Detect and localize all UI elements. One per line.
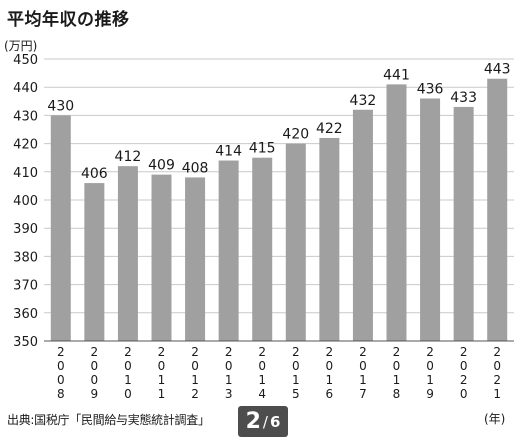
y-tick-label: 380 (13, 250, 38, 265)
y-tick-label: 440 (13, 81, 38, 96)
bar (117, 166, 138, 341)
data-label: 422 (316, 121, 343, 137)
bar (285, 143, 306, 341)
x-tick-labels: 2 0 0 8 2 0 0 9 2 0 1 0 2 0 1 1 2 0 1 2 2 0 1 3 2 0 1 4 2 0 1 5 2 0 1 6 2 0 1 7… (57, 345, 501, 401)
x-axis-unit: (年) (484, 412, 506, 426)
y-tick-label: 450 (13, 53, 38, 68)
data-label: 412 (115, 149, 142, 165)
y-tick-labels: 350 360 370 380 390 400 410 420 430 440 450 (13, 53, 38, 350)
data-label: 436 (417, 81, 444, 97)
bar (487, 78, 508, 342)
data-label: 443 (484, 62, 511, 78)
gridlines (44, 58, 514, 314)
chart-title: 平均年収の推移 (7, 10, 130, 30)
bar (218, 160, 239, 341)
data-label: 415 (249, 141, 276, 157)
data-label: 414 (215, 144, 242, 160)
y-axis-unit: (万円) (4, 39, 37, 53)
page-separator: / (262, 412, 268, 431)
data-label: 433 (450, 90, 477, 106)
bar (185, 177, 206, 341)
data-label: 430 (47, 98, 74, 114)
bar-chart: (万円) 350 360 370 380 390 400 410 420 430 440 450 4… (4, 39, 514, 401)
bar (319, 137, 340, 341)
page-total: 6 (269, 412, 281, 431)
bar (151, 174, 172, 341)
y-tick-label: 350 (13, 335, 38, 350)
bar (453, 106, 474, 341)
y-tick-label: 390 (13, 222, 38, 237)
page-indicator[interactable]: 2 / 6 (238, 406, 288, 437)
data-label: 406 (81, 166, 108, 182)
y-tick-label: 400 (13, 194, 38, 209)
data-labels: 430 406 412 409 408 414 415 420 422 432 441 436 433 4… (47, 62, 510, 182)
data-label: 441 (383, 67, 410, 83)
bar (252, 157, 273, 341)
y-tick-label: 420 (13, 138, 38, 153)
y-tick-label: 430 (13, 109, 38, 124)
bar (420, 98, 441, 341)
data-label: 408 (182, 160, 209, 176)
bars (50, 78, 508, 342)
bar (352, 109, 373, 341)
y-tick-label: 360 (13, 307, 38, 322)
data-label: 409 (148, 158, 175, 174)
bar (386, 84, 407, 341)
bar (50, 115, 71, 342)
source-note: 出典:国税庁「民間給与実態統計調査」 (7, 413, 210, 427)
bar (84, 183, 105, 341)
y-tick-label: 410 (13, 166, 38, 181)
y-tick-label: 370 (13, 279, 38, 294)
page-current: 2 (245, 409, 261, 434)
data-label: 420 (282, 127, 309, 143)
data-label: 432 (350, 93, 377, 109)
